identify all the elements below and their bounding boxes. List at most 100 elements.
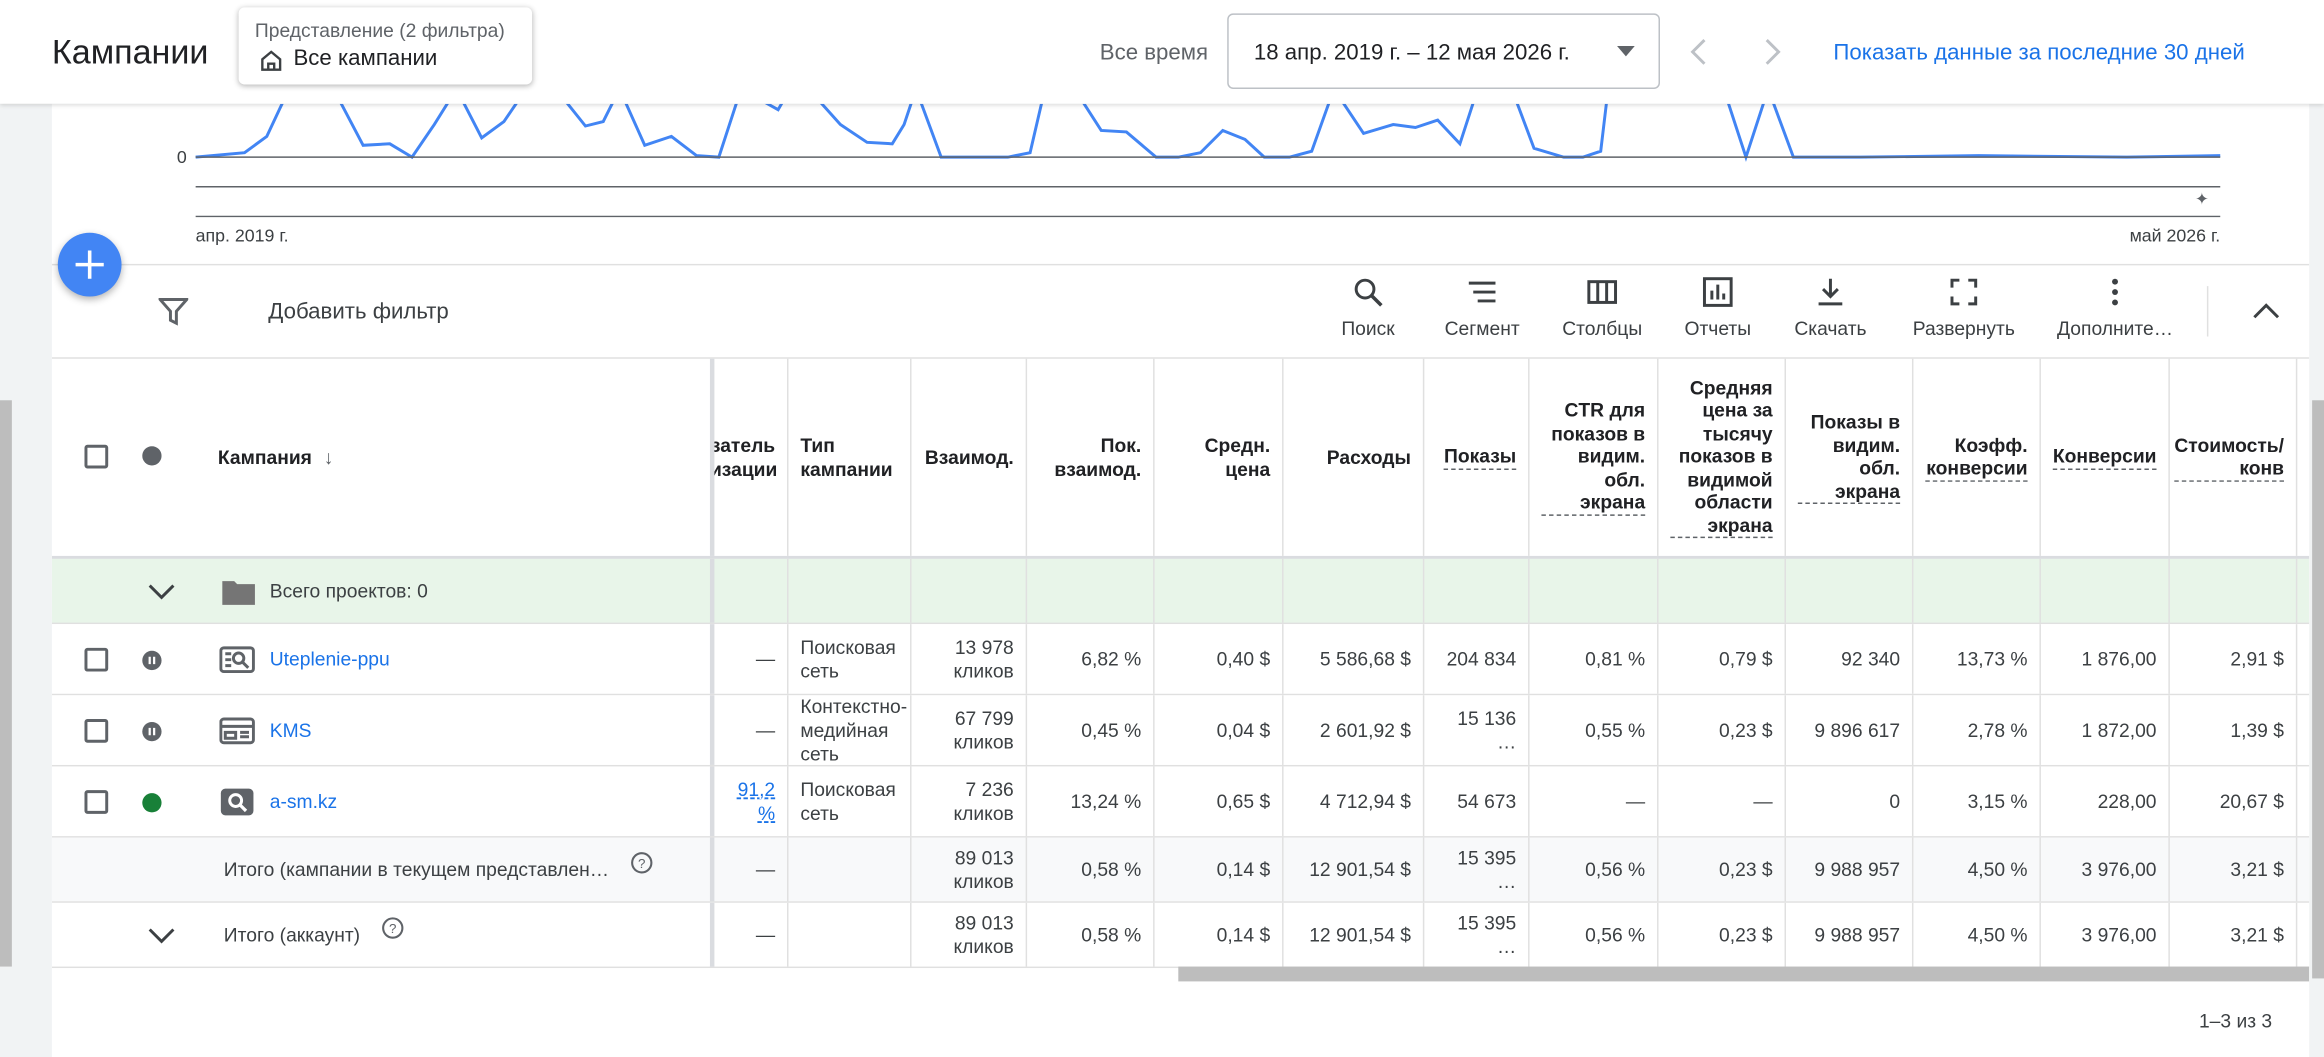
status-icon [142, 721, 162, 741]
column-title[interactable]: Показы в видим. обл. экрана [1797, 411, 1901, 505]
add-button[interactable] [57, 232, 122, 297]
toolbar-button[interactable]: Поиск [1301, 276, 1434, 340]
column-title[interactable]: CTR для показов в видим. обл. экрана [1541, 399, 1646, 516]
collapse-icon[interactable] [2251, 299, 2281, 320]
status-header [142, 446, 162, 466]
column-title[interactable]: Коэфф. конверсии [1925, 434, 2028, 482]
last-30-link[interactable]: Показать данные за последние 30 дней [1833, 40, 2245, 66]
svg-text:?: ? [638, 855, 645, 870]
cell: 3 976,00 [2041, 902, 2170, 967]
column-title[interactable]: Стоимость/ конв [2174, 434, 2284, 482]
x-end: май 2026 г. [2130, 226, 2221, 246]
campaign-type-icon [219, 644, 255, 681]
toolbar-button[interactable]: Скачать [1764, 276, 1897, 340]
campaign-row: Uteplenie-ppu — Поисковая сеть 13 978 клико… [51, 624, 2310, 696]
campaign-row: KMS — Контекстно-медийная сеть 67 799 клико… [51, 695, 2310, 767]
x-start: апр. 2019 г. [196, 226, 289, 246]
toolbar-button[interactable]: Столбцы [1535, 276, 1668, 339]
cell: 89 013 кликов [912, 902, 1028, 967]
column-header: Стоимость/ конв [2170, 358, 2298, 556]
help-icon[interactable]: ? [381, 915, 405, 945]
cell: 0,56 % [1530, 837, 1659, 902]
cell: 6,82 % [1027, 624, 1155, 694]
cell-value: 15 395 … [1457, 910, 1517, 957]
toolbar-label: Скачать [1794, 317, 1867, 340]
filter-icon[interactable] [158, 296, 189, 326]
cell: 0,04 $ [1155, 695, 1284, 765]
expand-icon[interactable] [147, 925, 177, 952]
toolbar-label: Дополните… [2057, 317, 2173, 340]
prev-button[interactable] [1688, 38, 1709, 66]
toolbar-button[interactable]: Сегмент [1415, 276, 1548, 339]
cell: 0,81 % [1530, 624, 1659, 694]
cell-value: 54 673 [1457, 789, 1517, 812]
checkbox[interactable] [84, 444, 109, 469]
cell-value: — [1625, 789, 1646, 812]
expand-icon[interactable] [147, 581, 177, 608]
toolbar-button[interactable]: Отчеты [1651, 276, 1784, 339]
folder-icon [221, 577, 257, 614]
sparkle-icon: ✦ [2195, 191, 2209, 209]
cell: Поисковая сеть [788, 624, 912, 694]
cell: 0,14 $ [1155, 837, 1284, 902]
cell-value: Контекстно-медийная сеть [800, 695, 908, 765]
cell [206, 766, 715, 837]
cell: 228,00 [2041, 766, 2170, 837]
next-button[interactable] [1762, 38, 1783, 66]
cell: 2,78 % [1913, 695, 2041, 765]
column-title[interactable]: Пок. взаимод. [1054, 434, 1142, 480]
column-title[interactable]: затель изации [714, 434, 778, 480]
campaign-name[interactable]: a-sm.kz [269, 789, 338, 812]
cell [1530, 558, 1659, 623]
toolbar-button[interactable]: Дополните… [2048, 276, 2181, 340]
column-header: Тип кампании [788, 358, 912, 556]
cell: Поисковая сеть [788, 766, 912, 837]
cell: — [1530, 766, 1659, 837]
cell: 0,58 % [1027, 902, 1155, 967]
cell-value: 12 901,54 $ [1309, 922, 1411, 946]
cell-value: 1,39 $ [2230, 718, 2284, 741]
cell: 9 896 617 [1786, 695, 1914, 765]
checkbox[interactable] [84, 789, 109, 814]
cell: 67 799 кликов [912, 695, 1028, 765]
toolbar-button[interactable]: Развернуть [1897, 276, 2030, 339]
checkbox[interactable] [84, 718, 109, 742]
campaign-name[interactable]: Uteplenie-ppu [269, 647, 390, 670]
add-filter[interactable]: Добавить фильтр [268, 299, 449, 325]
cell-value: — [755, 718, 776, 741]
header-row: Кампания ↓ затель изации Тип кампании Взаимо… [51, 358, 2310, 559]
toolbar-label: Поиск [1341, 317, 1395, 340]
h-scrollbar[interactable] [1178, 966, 2310, 982]
cell-value: — [755, 922, 776, 946]
total-row: Итого (аккаунт)? — 89 013 кликов 0,58 % 0,14… [51, 902, 2310, 969]
view-name: Все кампании [293, 45, 438, 72]
column-header: Средняя цена за тысячу показов в видимой… [1659, 358, 1786, 556]
column-title[interactable]: Расходы [1326, 445, 1411, 469]
column-header: Взаимод. [912, 358, 1028, 556]
campaign-name[interactable]: KMS [269, 718, 312, 741]
checkbox[interactable] [84, 647, 109, 671]
cell [2170, 558, 2298, 623]
date-picker[interactable]: 18 апр. 2019 г. – 12 мая 2026 г. [1227, 13, 1660, 89]
column-title[interactable]: Показы [1443, 445, 1517, 470]
help-icon[interactable]: ? [630, 850, 654, 880]
cell: 3,21 $ [2170, 902, 2298, 967]
column-title[interactable]: Средн. цена [1204, 434, 1271, 480]
cell-value: 204 834 [1446, 647, 1517, 670]
column-title[interactable]: Кампания [217, 445, 312, 469]
column-title[interactable]: Взаимод. [924, 445, 1014, 469]
cell: — [714, 837, 789, 902]
view-selector[interactable]: Представление (2 фильтра) Все кампании [238, 7, 533, 85]
column-title[interactable]: Средняя цена за тысячу показов в видимой… [1670, 376, 1773, 539]
column-header: Конверсии [2041, 358, 2170, 556]
column-title[interactable]: Конверсии [2052, 445, 2157, 470]
cell [1027, 558, 1155, 623]
cell-value[interactable]: 91,2 % [737, 777, 776, 824]
cell-value: 228,00 [2097, 789, 2157, 812]
column-title[interactable]: Тип кампании [800, 434, 893, 480]
cell: 0,45 % [1027, 695, 1155, 765]
campaign-type-icon [219, 786, 255, 823]
cell-value: 0,40 $ [1216, 647, 1271, 670]
cell: 5 586,68 $ [1284, 624, 1425, 694]
